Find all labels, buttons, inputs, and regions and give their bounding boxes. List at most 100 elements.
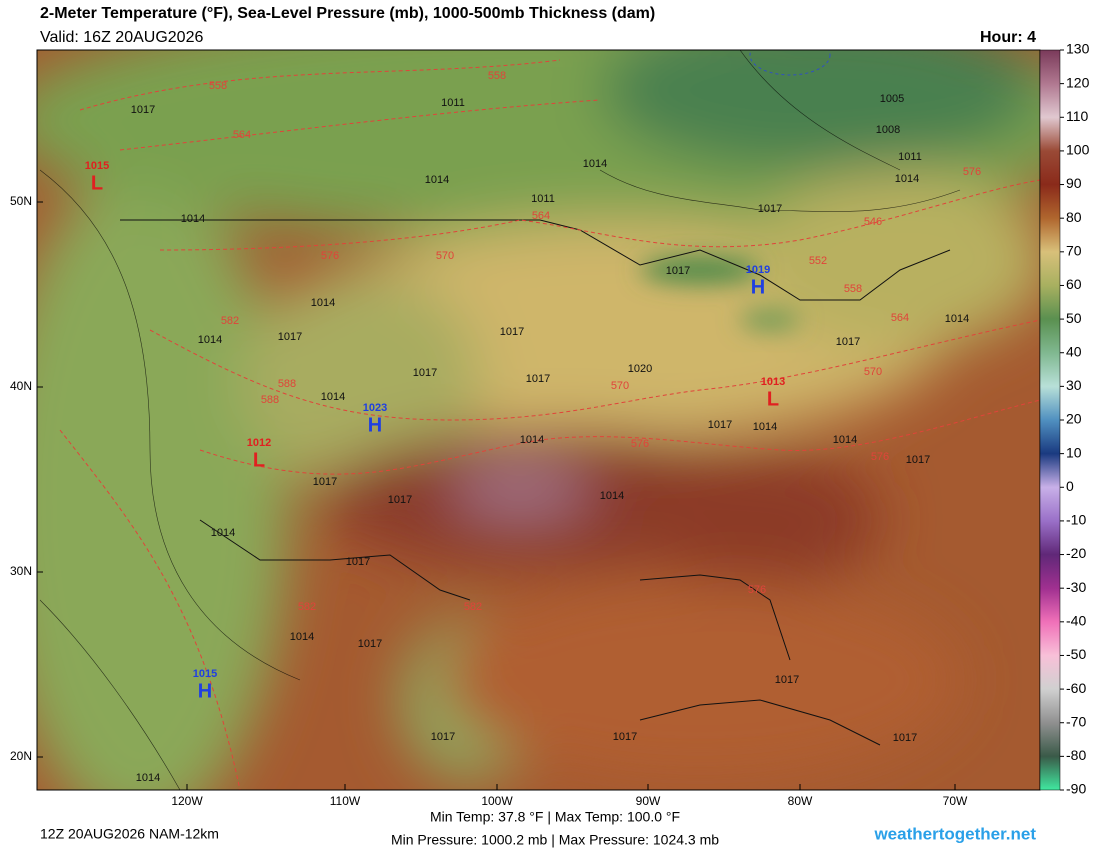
pressure-center-value: 1023 [363,402,387,414]
isobar-label: 1017 [775,674,799,686]
thickness-label: 576 [321,250,339,262]
colorbar-label: -70 [1066,713,1086,729]
model-run: 12Z 20AUG2026 NAM-12km [40,826,219,842]
thickness-label: 564 [891,312,909,324]
site-link[interactable]: weathertogether.net [873,824,1036,843]
isobar-label: 1011 [898,151,922,163]
colorbar-label: 0 [1066,478,1074,494]
isobar-label: 1005 [880,93,904,105]
thickness-label: 570 [611,380,629,392]
low-contour [749,50,831,76]
temp-range: Min Temp: 37.8 °F | Max Temp: 100.0 °F [430,809,680,825]
isobar-label: 1017 [431,731,455,743]
pressure-center-symbol: L [253,449,265,471]
isobar-label: 1017 [358,638,382,650]
colorbar-scale [1039,49,1061,791]
thickness-label: 552 [809,255,827,267]
isobar-label: 1014 [211,527,235,539]
thickness-label: 588 [261,394,279,406]
isobar-label: 1014 [520,434,544,446]
isobar-label: 1017 [278,331,302,343]
colorbar-label: -20 [1066,545,1086,561]
thickness-label: 582 [298,601,316,613]
pressure-center-value: 1015 [193,668,217,680]
forecast-hour: Hour: 4 [980,29,1036,46]
pressure-center-value: 1015 [85,160,109,172]
thickness-label: 546 [864,216,882,228]
isobar-label: 1014 [583,158,607,170]
isobars [39,50,961,790]
thickness-label: 558 [844,283,862,295]
colorbar-label: 80 [1066,209,1082,225]
thickness-label: 564 [233,129,251,141]
thickness-label: 582 [464,601,482,613]
colorbar: 1301201101009080706050403020100-10-20-30… [1039,41,1090,797]
isobar-label: 1017 [906,454,930,466]
colorbar-label: 10 [1066,444,1082,460]
colorbar-label: 20 [1066,411,1082,427]
thickness-label: 564 [532,210,550,222]
isobar-label: 1014 [895,173,919,185]
lat-label: 30N [10,564,32,578]
isobar-label: 1014 [833,434,857,446]
thickness-label: 570 [436,250,454,262]
map-labels: 50N 40N 30N 20N 120W 110W 100W 90W 80W 70W 1017 101… [10,70,981,808]
isobar-label: 1017 [893,732,917,744]
isobar-label: 1017 [500,326,524,338]
thickness-label: 582 [221,315,239,327]
thickness-label: 588 [278,378,296,390]
colorbar-label: 70 [1066,243,1082,259]
isobar-label: 1014 [425,174,449,186]
colorbar-label: 30 [1066,377,1082,393]
pressure-range: Min Pressure: 1000.2 mb | Max Pressure: … [391,832,719,848]
thickness-label: 576 [631,438,649,450]
colorbar-label: 100 [1066,142,1090,158]
isobar-label: 1011 [441,97,465,109]
isobar-label: 1014 [198,334,222,346]
map-title: 2-Meter Temperature (°F), Sea-Level Pres… [40,5,655,22]
lat-label: 50N [10,194,32,208]
isobar-label: 1017 [613,731,637,743]
pressure-center-symbol: H [198,680,212,702]
lat-label: 40N [10,379,32,393]
colorbar-label: -80 [1066,747,1086,763]
temperature-shading [37,50,1040,790]
lon-label: 100W [481,794,513,808]
colorbar-label: 60 [1066,276,1082,292]
colorbar-label: 90 [1066,175,1082,191]
isobar-label: 1017 [708,419,732,431]
lon-label: 110W [330,794,361,808]
isobar-label: 1014 [600,490,624,502]
isobar-label: 1014 [136,772,160,784]
isobar-label: 1017 [758,203,782,215]
pressure-center-value: 1012 [247,437,271,449]
isobar-label: 1014 [321,391,345,403]
isobar-label: 1011 [531,193,555,205]
colorbar-label: 130 [1066,41,1090,57]
isobar-label: 1017 [836,336,860,348]
colorbar-label: -40 [1066,613,1086,629]
colorbar-label: 40 [1066,343,1082,359]
colorbar-label: -60 [1066,680,1086,696]
thickness-label: 558 [488,70,506,82]
isobar-label: 1017 [526,373,550,385]
isobar-label: 1017 [131,104,155,116]
map-field [37,50,1040,790]
borders [120,219,951,746]
isobar-label: 1017 [388,494,412,506]
colorbar-label: 110 [1066,108,1089,124]
thickness-label: 576 [871,451,889,463]
isobar-label: 1014 [181,213,205,225]
pressure-center-symbol: H [368,414,382,436]
valid-time: Valid: 16Z 20AUG2026 [40,29,203,46]
isobar-label: 1014 [311,297,335,309]
pressure-center-value: 1019 [746,264,770,276]
pressure-center-value: 1013 [761,376,785,388]
colorbar-label: 120 [1066,74,1090,90]
isobar-label: 1017 [413,367,437,379]
isobar-label: 1014 [753,421,777,433]
colorbar-label: -50 [1066,646,1086,662]
thickness-label: 558 [209,80,227,92]
pressure-center-symbol: H [751,276,765,298]
thickness-label: 570 [864,366,882,378]
